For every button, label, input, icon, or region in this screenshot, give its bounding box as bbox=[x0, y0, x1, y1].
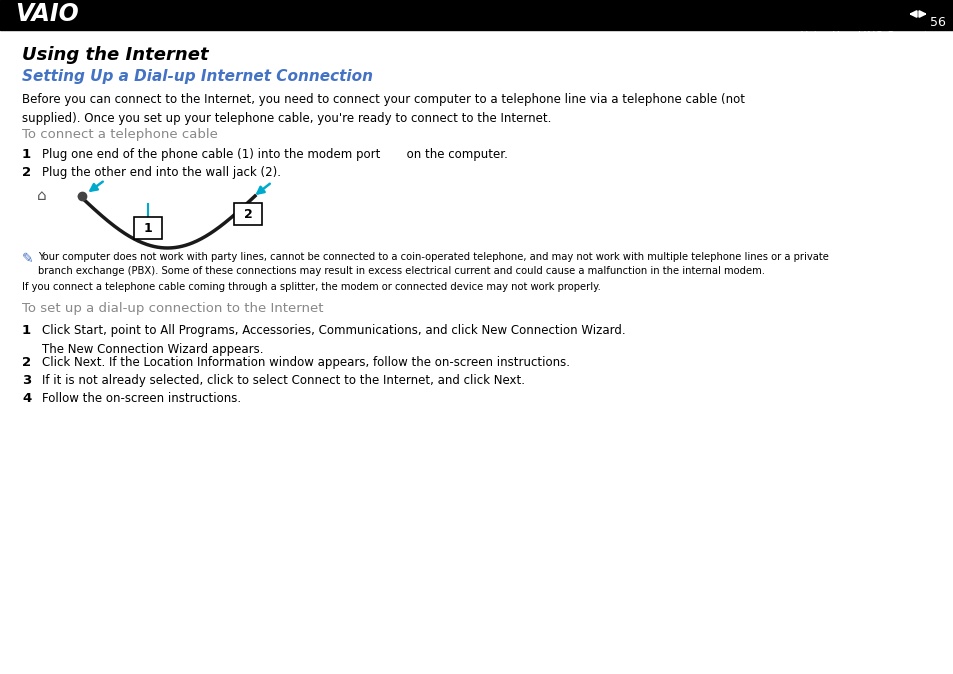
Text: 2: 2 bbox=[243, 208, 253, 220]
Text: Follow the on-screen instructions.: Follow the on-screen instructions. bbox=[42, 392, 241, 405]
Text: 1: 1 bbox=[144, 222, 152, 235]
Text: Your computer does not work with party lines, cannot be connected to a coin-oper: Your computer does not work with party l… bbox=[38, 252, 828, 276]
Text: To set up a dial-up connection to the Internet: To set up a dial-up connection to the In… bbox=[22, 302, 323, 315]
Text: ⌂: ⌂ bbox=[37, 189, 47, 204]
Text: 2: 2 bbox=[22, 356, 31, 369]
Text: Setting Up a Dial-up Internet Connection: Setting Up a Dial-up Internet Connection bbox=[22, 69, 373, 84]
Text: Using the Internet: Using the Internet bbox=[22, 46, 209, 64]
Text: VAIO: VAIO bbox=[15, 2, 79, 26]
Text: 56: 56 bbox=[929, 16, 945, 30]
Text: 3: 3 bbox=[22, 374, 31, 387]
Text: Plug the other end into the wall jack (2).: Plug the other end into the wall jack (2… bbox=[42, 166, 281, 179]
FancyBboxPatch shape bbox=[233, 203, 262, 225]
Bar bbox=[0, 0, 953, 30]
Text: Using Your VAIO Computer: Using Your VAIO Computer bbox=[800, 31, 937, 41]
Text: Click Next. If the Location Information window appears, follow the on-screen ins: Click Next. If the Location Information … bbox=[42, 356, 569, 369]
Text: 4: 4 bbox=[22, 392, 31, 405]
Text: 1: 1 bbox=[22, 324, 31, 337]
Text: If you connect a telephone cable coming through a splitter, the modem or connect: If you connect a telephone cable coming … bbox=[22, 282, 600, 292]
Text: ✎: ✎ bbox=[22, 252, 33, 266]
Text: To connect a telephone cable: To connect a telephone cable bbox=[22, 128, 217, 141]
Text: Before you can connect to the Internet, you need to connect your computer to a t: Before you can connect to the Internet, … bbox=[22, 93, 744, 125]
Text: Click Start, point to All Programs, Accessories, Communications, and click New C: Click Start, point to All Programs, Acce… bbox=[42, 324, 625, 356]
Text: 1: 1 bbox=[22, 148, 31, 161]
Text: 2: 2 bbox=[22, 166, 31, 179]
Text: If it is not already selected, click to select Connect to the Internet, and clic: If it is not already selected, click to … bbox=[42, 374, 524, 387]
FancyBboxPatch shape bbox=[133, 217, 162, 239]
Text: Plug one end of the phone cable (1) into the modem port       on the computer.: Plug one end of the phone cable (1) into… bbox=[42, 148, 507, 161]
